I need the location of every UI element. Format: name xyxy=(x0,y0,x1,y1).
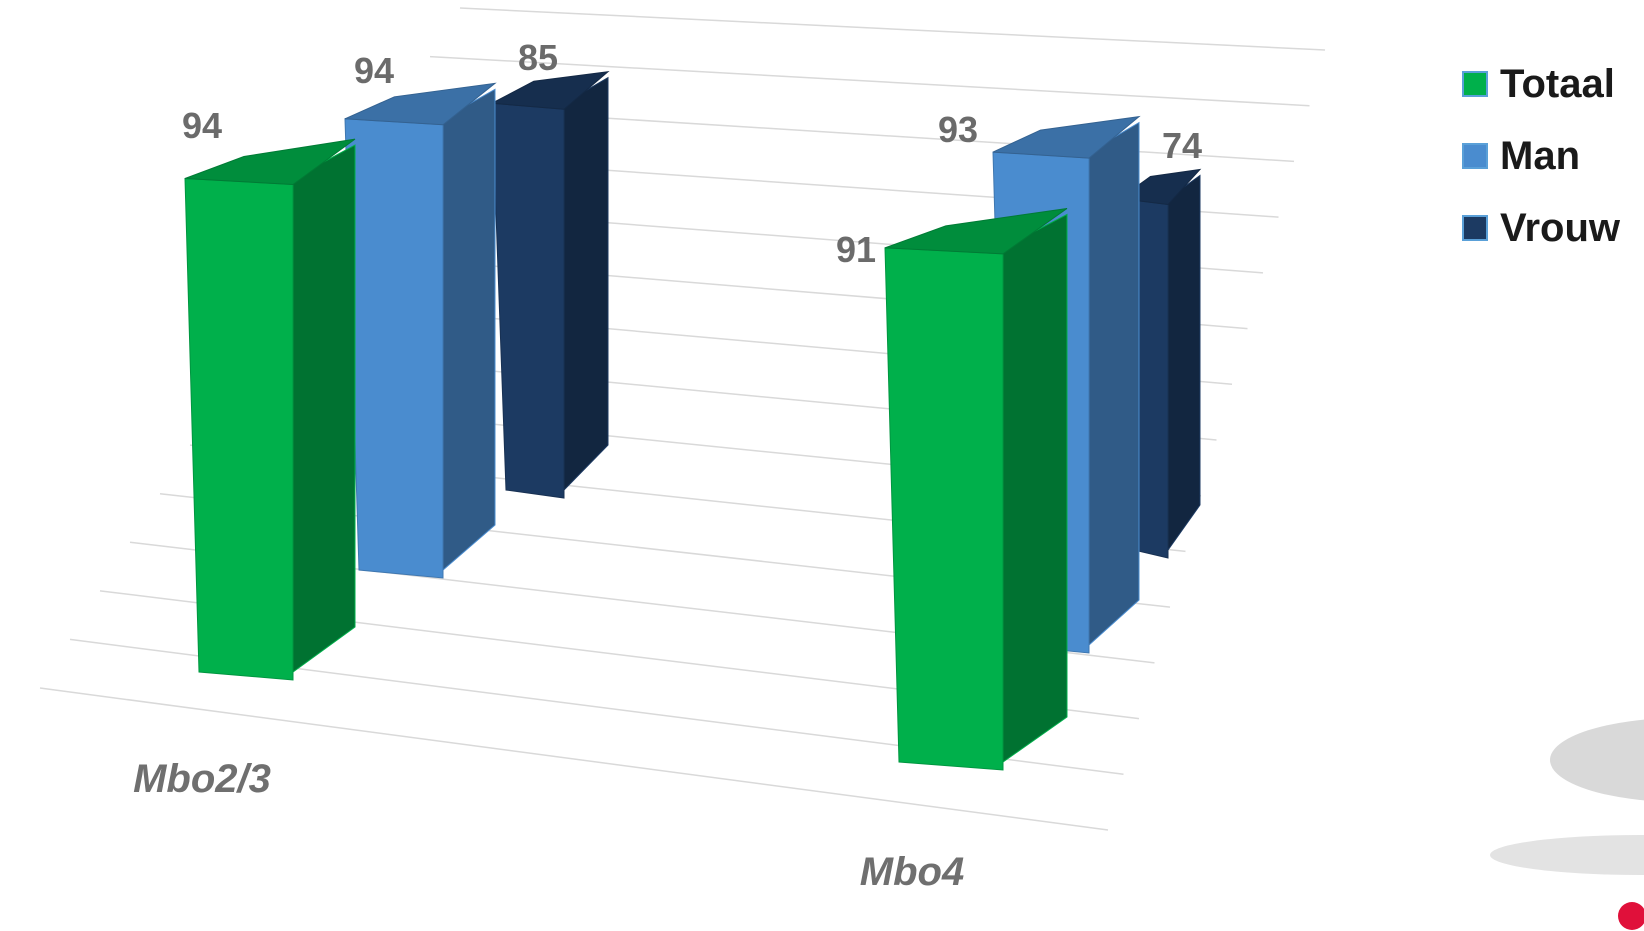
decorative-shapes xyxy=(1490,719,1644,930)
bar-totaal-mbo2-3 xyxy=(184,138,356,681)
data-label-totaal-mbo4: 91 xyxy=(836,229,876,270)
bar-top-face xyxy=(490,70,610,110)
bar-side-face xyxy=(292,144,356,673)
decorative-gray-swoosh xyxy=(1490,835,1644,875)
data-label-vrouw-mbo4: 74 xyxy=(1162,125,1202,166)
legend-item-vrouw: Vrouw xyxy=(1462,192,1620,264)
bar-side-face xyxy=(1088,121,1140,647)
legend-label-totaal: Totaal xyxy=(1500,61,1615,106)
category-label-mbo2-3: Mbo2/3 xyxy=(133,757,271,801)
legend-label-man: Man xyxy=(1500,133,1580,178)
legend: Totaal Man Vrouw xyxy=(1462,48,1620,264)
bars xyxy=(184,70,1202,771)
bar-side-face xyxy=(1167,174,1201,552)
gridline xyxy=(39,687,1109,831)
gridline xyxy=(429,55,1310,107)
decorative-red-dot xyxy=(1618,902,1644,930)
legend-swatch-totaal xyxy=(1462,71,1488,97)
decorative-gray-blob xyxy=(1550,719,1644,801)
bar-side-face xyxy=(1002,213,1068,763)
category-label-mbo4: Mbo4 xyxy=(860,850,964,894)
legend-item-totaal: Totaal xyxy=(1462,48,1620,120)
legend-swatch-man xyxy=(1462,143,1488,169)
legend-swatch-vrouw xyxy=(1462,215,1488,241)
bar-side-face xyxy=(442,88,496,572)
data-label-man-mbo4: 93 xyxy=(938,109,978,150)
bar-top-face xyxy=(344,82,497,126)
legend-item-man: Man xyxy=(1462,120,1620,192)
bar-vrouw-mbo2-3 xyxy=(490,70,610,499)
bar-top-face xyxy=(1118,168,1202,206)
bar-totaal-mbo4 xyxy=(884,207,1068,771)
category-labels: Mbo2/3 Mbo4 xyxy=(133,757,964,894)
gridline xyxy=(459,7,1326,51)
bar-man-mbo2-3 xyxy=(344,82,497,579)
bar-front-face xyxy=(344,118,444,579)
data-label-totaal-mbo2-3: 94 xyxy=(182,105,222,146)
data-label-man-mbo2-3: 94 xyxy=(354,50,394,91)
legend-label-vrouw: Vrouw xyxy=(1500,205,1621,250)
bar-front-face xyxy=(884,247,1004,771)
bar-top-face xyxy=(184,138,356,186)
bar-side-face xyxy=(563,76,609,492)
bar-front-face xyxy=(491,102,565,499)
data-label-vrouw-mbo2-3: 85 xyxy=(518,37,558,78)
bar-top-face xyxy=(992,115,1141,159)
data-labels: 94 94 85 91 93 74 xyxy=(182,37,1202,270)
bar-front-face xyxy=(184,177,294,681)
bar-top-face xyxy=(884,207,1068,255)
